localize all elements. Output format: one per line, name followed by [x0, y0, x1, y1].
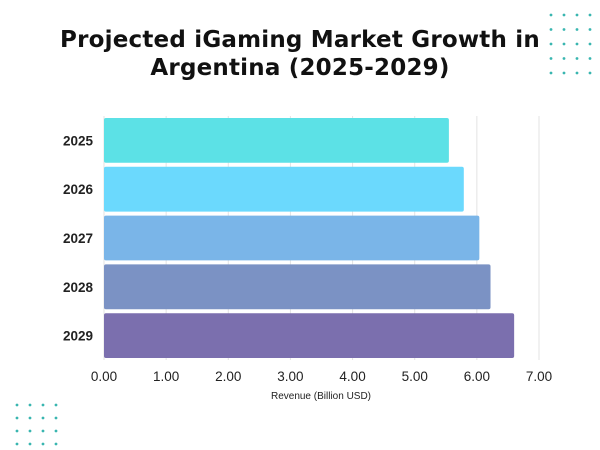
y-category-label: 2029 [63, 329, 93, 344]
decor-dot [28, 416, 32, 420]
bar-2028 [104, 264, 491, 310]
decor-dot [562, 42, 566, 46]
bar-2026 [104, 166, 464, 212]
decor-dot [15, 429, 19, 433]
x-tick-label: 5.00 [402, 369, 428, 384]
decor-dot [575, 13, 579, 17]
x-axis-ticks: 0.00 1.00 2.00 3.00 4.00 5.00 6.00 7.00 [91, 369, 552, 384]
decor-dot [41, 403, 45, 407]
y-category-label: 2027 [63, 231, 93, 246]
decor-dot [588, 28, 592, 31]
decor-dot [575, 28, 579, 31]
decor-dot [588, 42, 592, 46]
decor-dot [15, 442, 19, 446]
x-tick-label: 3.00 [277, 369, 303, 384]
decor-dot [562, 28, 566, 31]
chart-title: Projected iGaming Market Growth in Argen… [0, 26, 600, 82]
decor-dot [549, 28, 553, 31]
y-axis-labels: 2025 2026 2027 2028 2029 [63, 133, 94, 343]
chart-title-line-1: Projected iGaming Market Growth in [60, 27, 540, 53]
decor-dot [549, 71, 553, 75]
decor-dot [54, 442, 58, 446]
decor-dot [588, 57, 592, 60]
chart-title-line-2: Argentina (2025-2029) [150, 55, 450, 81]
decor-dot [54, 403, 58, 407]
decor-dot [41, 416, 45, 420]
decor-dot [562, 71, 566, 75]
decor-dot [575, 42, 579, 46]
x-axis-label: Revenue (Billion USD) [271, 391, 371, 402]
bars [104, 118, 515, 358]
bar-2027 [104, 215, 480, 261]
x-tick-label: 6.00 [464, 369, 490, 384]
decor-dot [549, 57, 553, 60]
x-tick-label: 7.00 [526, 369, 552, 384]
y-category-label: 2025 [63, 133, 94, 148]
decor-dot [588, 13, 592, 17]
bar-2029 [104, 313, 515, 358]
decorative-dots-top-right [549, 13, 592, 75]
decor-dot [562, 13, 566, 17]
decor-dot [28, 442, 32, 446]
decorative-dots-bottom-left [15, 403, 58, 446]
x-tick-label: 2.00 [215, 369, 241, 384]
decor-dot [549, 13, 553, 17]
x-tick-label: 4.00 [339, 369, 365, 384]
decor-dot [15, 416, 19, 420]
decor-dot [575, 57, 579, 60]
x-tick-label: 0.00 [91, 369, 117, 384]
decor-dot [28, 429, 32, 433]
decor-dot [54, 416, 58, 420]
decor-dot [15, 403, 19, 407]
x-tick-label: 1.00 [153, 369, 179, 384]
bar-2025 [104, 118, 449, 163]
decor-dot [54, 429, 58, 433]
decor-dot [562, 57, 566, 60]
y-category-label: 2026 [63, 182, 94, 197]
y-category-label: 2028 [63, 280, 94, 295]
decor-dot [588, 71, 592, 75]
decor-dot [41, 442, 45, 446]
decor-dot [575, 71, 579, 75]
decor-dot [28, 403, 32, 407]
decor-dot [549, 42, 553, 46]
decor-dot [41, 429, 45, 433]
